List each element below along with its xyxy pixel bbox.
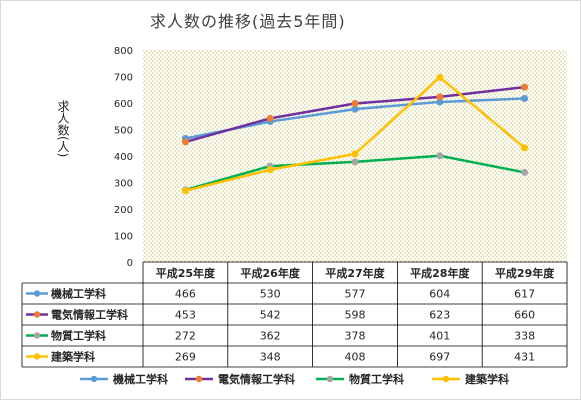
table-cell-value: 466 xyxy=(175,288,196,301)
y-tick-label: 200 xyxy=(114,205,133,216)
chart-title: 求人数の推移(過去5年間) xyxy=(150,12,346,31)
y-axis-label: 求人数(人) xyxy=(56,100,70,158)
table-cell-value: 348 xyxy=(260,351,281,364)
y-tick-label: 600 xyxy=(114,99,133,110)
legend-key-marker xyxy=(442,375,450,383)
category-label: 平成25年度 xyxy=(156,266,216,280)
table-row-label: 機械工学科 xyxy=(51,287,106,301)
data-point xyxy=(266,166,274,174)
data-point xyxy=(351,150,359,158)
table-cell-value: 660 xyxy=(514,309,535,322)
legend-label: 物質工学科 xyxy=(349,372,404,386)
legend-label: 機械工学科 xyxy=(113,372,168,386)
table-cell-value: 431 xyxy=(514,351,535,364)
legend-key-marker xyxy=(326,375,334,383)
table-cell-value: 408 xyxy=(345,351,366,364)
y-tick-label: 0 xyxy=(127,258,133,269)
data-point xyxy=(521,144,529,152)
category-label: 平成28年度 xyxy=(410,266,470,280)
table-row-label: 電気情報工学科 xyxy=(51,308,128,322)
table-cell-value: 577 xyxy=(345,288,366,301)
table-cell-value: 269 xyxy=(175,351,196,364)
table-cell-value: 623 xyxy=(429,309,450,322)
legend-label: 建築学科 xyxy=(465,372,509,386)
table-cell-value: 604 xyxy=(429,288,450,301)
y-tick-label: 700 xyxy=(114,73,133,84)
data-point xyxy=(351,158,359,166)
data-point xyxy=(436,98,444,106)
category-label: 平成29年度 xyxy=(495,266,555,280)
data-point xyxy=(521,83,529,91)
data-point xyxy=(436,152,444,160)
y-tick-label: 400 xyxy=(114,152,133,163)
table-cell-value: 378 xyxy=(345,330,366,343)
legend-key-marker xyxy=(90,375,98,383)
table-legend-key-marker xyxy=(33,353,41,360)
data-point xyxy=(181,187,189,195)
y-tick-label: 300 xyxy=(114,179,133,190)
data-point xyxy=(436,73,444,81)
table-cell-value: 598 xyxy=(345,309,366,322)
data-point xyxy=(436,93,444,101)
y-tick-label: 500 xyxy=(114,126,133,137)
data-point xyxy=(351,105,359,113)
table-legend-key-marker xyxy=(33,332,41,339)
table-cell-value: 453 xyxy=(175,309,196,322)
table-cell-value: 272 xyxy=(175,330,196,343)
category-label: 平成27年度 xyxy=(325,266,385,280)
data-point xyxy=(266,114,274,122)
legend-label: 電気情報工学科 xyxy=(218,372,295,386)
table-cell-value: 530 xyxy=(260,288,281,301)
table-legend-key-marker xyxy=(33,290,41,297)
table-row-label: 建築学科 xyxy=(51,350,95,364)
data-point xyxy=(521,168,529,176)
y-tick-label: 100 xyxy=(114,232,133,243)
table-cell-value: 362 xyxy=(260,330,281,343)
table-cell-value: 542 xyxy=(260,309,281,322)
table-cell-value: 338 xyxy=(514,330,535,343)
table-cell-value: 697 xyxy=(429,351,450,364)
table-cell-value: 617 xyxy=(514,288,535,301)
category-label: 平成26年度 xyxy=(241,266,301,280)
data-point xyxy=(181,138,189,146)
table-cell-value: 401 xyxy=(429,330,450,343)
data-point xyxy=(521,94,529,102)
legend-key-marker xyxy=(195,375,203,383)
table-row-label: 物質工学科 xyxy=(51,329,106,343)
data-point xyxy=(351,100,359,108)
table-legend-key-marker xyxy=(33,311,41,318)
y-tick-label: 800 xyxy=(114,46,133,57)
